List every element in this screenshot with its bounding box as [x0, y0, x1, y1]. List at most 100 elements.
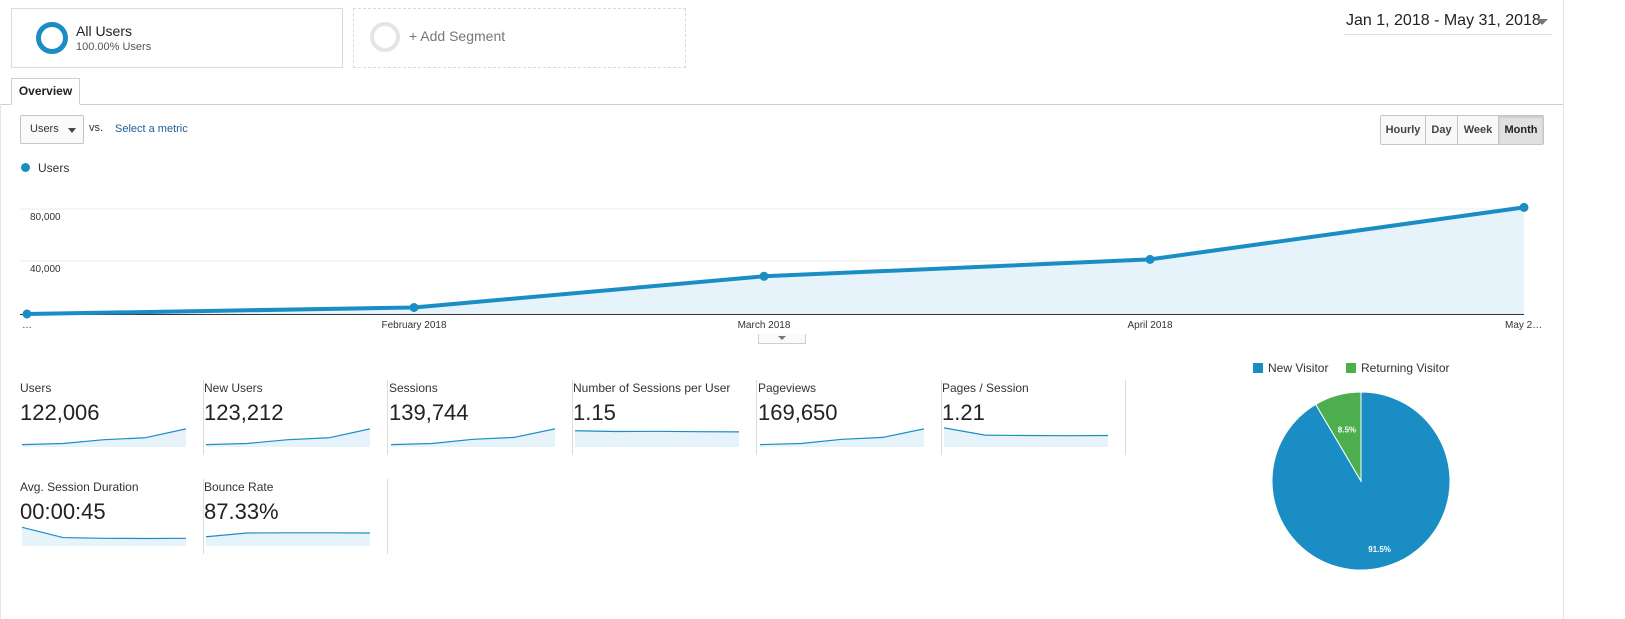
scorecard-sparkline	[760, 428, 924, 447]
pie-legend-label: Returning Visitor	[1361, 361, 1450, 375]
scorecard-sparkline	[944, 427, 1108, 447]
chevron-down-icon	[1536, 19, 1548, 25]
scorecard-sparkline	[575, 430, 739, 447]
sparkline-line	[391, 428, 555, 446]
interval-month-button[interactable]: Month	[1499, 116, 1543, 144]
sparkline-area	[944, 427, 1108, 447]
scorecard-value: 1.15	[573, 400, 616, 425]
sparkline-line	[22, 526, 186, 540]
chevron-down-icon	[68, 128, 76, 133]
segment-subtitle: 100.00% Users	[76, 41, 152, 53]
metric-dropdown-value: Users	[30, 123, 59, 135]
scorecard-new-users[interactable]: New Users 123,212	[204, 380, 388, 455]
scorecard-value: 169,650	[758, 400, 838, 425]
sparkline-area	[206, 428, 370, 447]
users-data-point[interactable]	[1519, 202, 1529, 212]
users-line-chart: 80,000 40,000 … February 2018 March 2018 Apr…	[20, 202, 1542, 331]
segment-ring-icon	[36, 22, 68, 54]
scorecard-pageviews[interactable]: Pageviews 169,650	[758, 380, 942, 455]
metric-dropdown[interactable]: Users	[20, 115, 84, 144]
scorecard-value: 00:00:45	[20, 499, 106, 524]
scorecard-divider	[941, 380, 942, 455]
users-data-point[interactable]	[1145, 254, 1155, 264]
scorecard-name: Sessions	[389, 381, 438, 395]
select-metric-link[interactable]: Select a metric	[115, 123, 188, 135]
scorecard-avg-session-duration[interactable]: Avg. Session Duration 00:00:45	[20, 479, 204, 554]
scorecard-divider	[1125, 380, 1126, 455]
pie-slice-returning-visitor[interactable]	[1315, 391, 1362, 483]
scorecard-sparkline	[22, 428, 186, 447]
scorecard-sessions[interactable]: Sessions 139,744	[389, 380, 573, 455]
pie-slice-label: 8.5%	[1338, 425, 1356, 434]
scorecard-value: 1.21	[942, 400, 985, 425]
interval-hourly-button[interactable]: Hourly	[1381, 116, 1426, 144]
pie-slice-label: 91.5%	[1368, 545, 1391, 554]
chevron-down-icon	[778, 336, 786, 340]
sparkline-line	[760, 428, 924, 446]
scorecard-name: Number of Sessions per User	[573, 381, 731, 395]
scorecard-value: 139,744	[389, 400, 469, 425]
segment-title: All Users	[76, 23, 133, 39]
scorecard-sparkline	[206, 532, 370, 546]
sparkline-area	[22, 527, 186, 546]
users-area	[27, 207, 1524, 314]
chart-collapse-toggle[interactable]	[758, 334, 806, 344]
sparkline-area	[206, 532, 370, 546]
sparkline-line	[22, 428, 186, 446]
scorecard-divider	[203, 479, 204, 554]
date-range-label: Jan 1, 2018 - May 31, 2018	[1346, 12, 1541, 29]
pie-legend-swatch	[1253, 363, 1263, 373]
scorecard-value: 87.33%	[204, 499, 279, 524]
scorecard-sparkline	[391, 428, 555, 447]
panel-left-border	[0, 104, 1, 619]
x-tick-label: March 2018	[738, 320, 791, 331]
scorecard-sparkline	[206, 428, 370, 447]
interval-week-button[interactable]: Week	[1458, 116, 1499, 144]
sparkline-area	[391, 428, 555, 447]
tab-overview[interactable]: Overview	[11, 78, 80, 105]
scorecard-divider	[572, 380, 573, 455]
add-segment-label: + Add Segment	[409, 28, 506, 44]
segment-all-users[interactable]: All Users 100.00% Users	[11, 8, 343, 68]
users-data-point[interactable]	[22, 309, 32, 319]
sparkline-line	[206, 428, 370, 446]
date-range-picker[interactable]: Jan 1, 2018 - May 31, 2018	[1344, 11, 1552, 35]
sparkline-area	[22, 428, 186, 447]
sparkline-line	[944, 427, 1108, 437]
scorecard-name: Pages / Session	[942, 381, 1029, 395]
x-tick-label: May 2…	[1505, 320, 1542, 331]
scorecard-value: 123,212	[204, 400, 284, 425]
scorecard-name: Avg. Session Duration	[20, 480, 139, 494]
y-tick-label: 80,000	[30, 212, 61, 223]
scorecard-name: Bounce Rate	[204, 480, 274, 494]
scorecard-number-of-sessions-per-user[interactable]: Number of Sessions per User 1.15	[573, 380, 757, 455]
vs-label: vs.	[89, 122, 104, 134]
sparkline-area	[575, 430, 739, 447]
add-segment-button[interactable]: + Add Segment	[353, 8, 686, 68]
pie-legend-swatch	[1346, 363, 1356, 373]
scorecard-pages-session[interactable]: Pages / Session 1.21	[942, 380, 1126, 455]
panel-right-border	[1563, 0, 1564, 619]
scorecard-name: Pageviews	[758, 381, 817, 395]
scorecard-sparkline	[22, 526, 186, 546]
scorecard-divider	[387, 479, 388, 554]
pie-legend-label: New Visitor	[1268, 361, 1329, 375]
scorecard-divider	[756, 380, 757, 455]
x-tick-label: April 2018	[1127, 320, 1172, 331]
legend-users-dot	[21, 163, 30, 172]
x-tick-label: February 2018	[381, 320, 446, 331]
y-tick-label: 40,000	[30, 264, 61, 275]
scorecard-divider	[203, 380, 204, 455]
scorecard-bounce-rate[interactable]: Bounce Rate 87.33%	[204, 479, 388, 554]
users-data-point[interactable]	[409, 303, 419, 312]
sparkline-area	[760, 428, 924, 447]
sparkline-line	[575, 430, 739, 433]
users-data-point[interactable]	[759, 271, 769, 281]
scorecard-value: 122,006	[20, 400, 100, 425]
visitor-type-pie-chart: 91.5% 8.5%	[1271, 391, 1451, 571]
sparkline-line	[206, 532, 370, 538]
legend-users-label: Users	[38, 161, 70, 175]
segment-placeholder-ring-icon	[370, 22, 400, 52]
scorecard-users[interactable]: Users 122,006	[20, 380, 204, 455]
interval-day-button[interactable]: Day	[1426, 116, 1458, 144]
